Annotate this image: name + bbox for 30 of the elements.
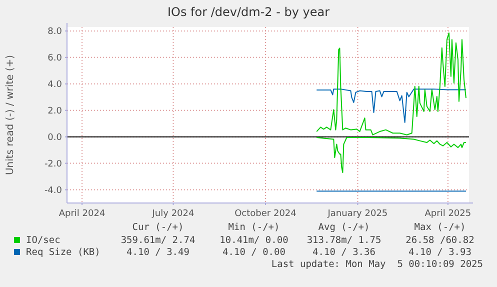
y-tick-label: 4.0 xyxy=(48,80,62,90)
text: 313.78m/ 1.75 xyxy=(306,235,382,246)
text: Last update: Mon May 5 00:10:09 2025 xyxy=(271,259,483,270)
text: 359.61m/ 2.74 xyxy=(120,235,196,246)
legend-label: Req Size (KB) xyxy=(26,247,100,258)
y-tick-label: -2.0 xyxy=(44,159,62,170)
x-tick-label: April 2024 xyxy=(58,209,106,219)
text: 4.10 / 3.93 xyxy=(408,247,472,258)
y-tick-label: -4.0 xyxy=(44,186,62,196)
line-series xyxy=(316,88,466,123)
text: Avg (-/+) xyxy=(318,222,370,233)
text: 26.58 /60.82 xyxy=(406,235,474,246)
text: 4.10 / 0.00 xyxy=(222,247,286,258)
text: Min (-/+) xyxy=(228,222,280,233)
x-tick-label: January 2025 xyxy=(326,209,388,219)
x-tick-label: July 2024 xyxy=(151,209,195,219)
legend-label: IO/sec xyxy=(26,235,60,246)
text: Max (-/+) xyxy=(414,222,466,233)
y-tick-label: 0.0 xyxy=(48,132,62,143)
y-tick-label: 6.0 xyxy=(48,54,62,64)
x-tick-label: October 2024 xyxy=(234,209,297,219)
chart-title: IOs for /dev/dm-2 - by year xyxy=(167,5,330,19)
text: 4.10 / 3.49 xyxy=(126,247,190,258)
y-tick-label: 2.0 xyxy=(48,106,62,117)
x-tick-label: April 2025 xyxy=(424,209,472,219)
text: 4.10 / 3.36 xyxy=(312,247,376,258)
text: 10.41m/ 0.00 xyxy=(220,235,289,246)
y-axis-title: Units read (-) / write (+) xyxy=(5,54,16,176)
y-tick-label: 8.0 xyxy=(48,27,62,38)
text: Cur (-/+) xyxy=(132,222,184,233)
